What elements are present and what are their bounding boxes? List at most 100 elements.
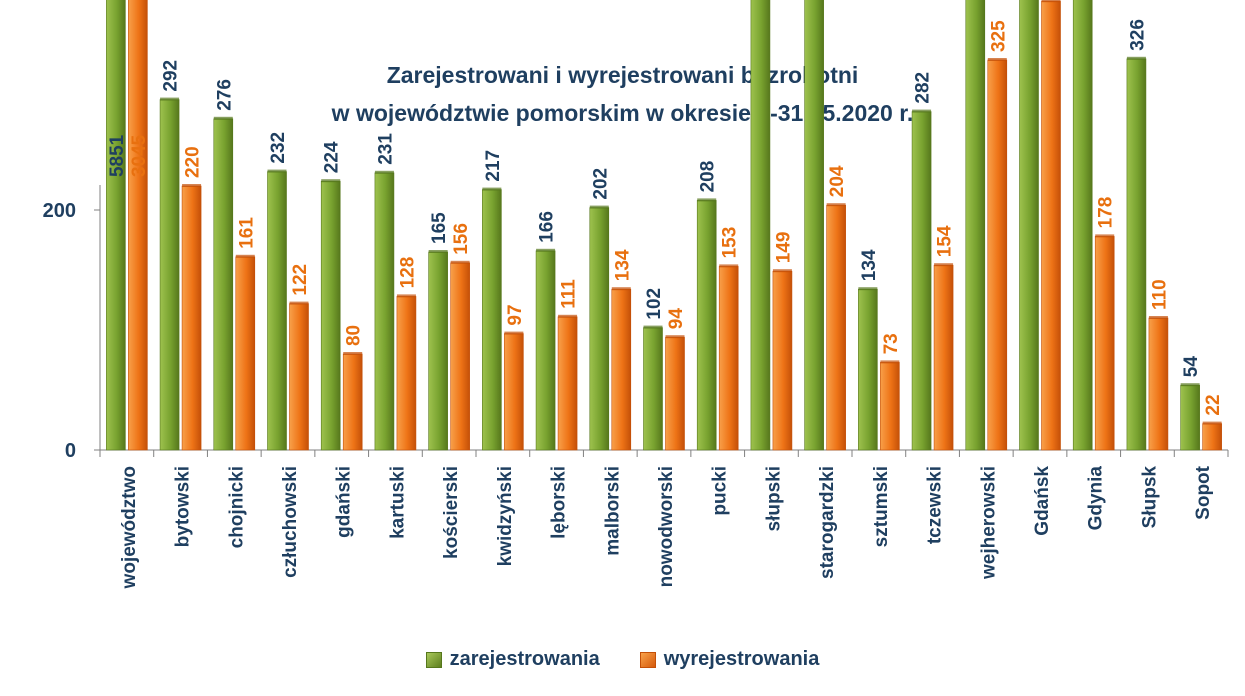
value-label-registered: 5851 (107, 134, 128, 177)
category-label: Słupsk (1139, 466, 1160, 529)
bar-deregistered-cap (289, 301, 309, 305)
value-label-deregistered: 3045 (129, 134, 150, 177)
bar-deregistered (826, 204, 846, 451)
value-label-deregistered: 122 (290, 264, 311, 296)
value-label-deregistered: 149 (773, 231, 794, 263)
value-label-deregistered: 94 (666, 308, 687, 330)
category-label: Gdynia (1086, 466, 1107, 531)
value-label-deregistered: 325 (988, 20, 1009, 52)
value-label-registered: 134 (859, 249, 880, 281)
legend: zarejestrowania wyrejestrowania (0, 648, 1245, 671)
bar-registered-cap (1126, 56, 1146, 60)
bar-deregistered (450, 262, 470, 451)
bar-deregistered-cap (719, 264, 739, 268)
value-label-registered: 202 (590, 168, 611, 200)
bar-registered (1126, 58, 1147, 451)
value-label-deregistered: 110 (1149, 279, 1170, 310)
bar-deregistered (987, 59, 1008, 451)
value-label-deregistered: 97 (505, 304, 526, 325)
legend-label-deregistered: wyrejestrowania (663, 648, 820, 670)
value-label-deregistered: 178 (1096, 197, 1117, 229)
category-label: Sopot (1193, 465, 1214, 519)
bar-deregistered (1041, 0, 1061, 451)
category-label: chojnicki (226, 466, 247, 548)
bar-deregistered-cap (772, 269, 792, 273)
category-label: sztumski (871, 466, 892, 547)
bar-deregistered (665, 336, 685, 451)
bar-deregistered-cap (558, 314, 578, 318)
category-label: starogardzki (817, 466, 838, 579)
bar-deregistered-cap (235, 254, 255, 258)
bar-deregistered (1148, 317, 1169, 451)
value-label-deregistered: 134 (612, 249, 633, 281)
bar-registered (589, 207, 610, 451)
bar-deregistered-cap (504, 331, 524, 335)
bar-deregistered (1202, 423, 1222, 451)
value-label-deregistered: 22 (1203, 394, 1224, 415)
category-label: kościerski (441, 466, 462, 559)
bar-registered (804, 0, 824, 451)
bar-registered (696, 200, 717, 451)
value-label-registered: 165 (429, 212, 450, 244)
bar-deregistered (611, 288, 632, 451)
legend-label-registered: zarejestrowania (449, 648, 600, 670)
bar-registered-cap (321, 179, 341, 183)
bar-registered (213, 118, 234, 451)
bar-deregistered-cap (343, 352, 363, 355)
category-label: kwidzyński (495, 466, 516, 566)
value-label-registered: 276 (214, 79, 235, 111)
value-label-deregistered: 156 (451, 223, 472, 255)
bar-deregistered (342, 353, 363, 451)
category-label: wejherowski (978, 466, 999, 580)
value-label-deregistered: 220 (183, 146, 204, 178)
bar-registered (965, 0, 986, 451)
legend-swatch-deregistered (639, 651, 656, 668)
category-label: słupski (763, 466, 784, 531)
legend-item-deregistered: wyrejestrowania (639, 648, 820, 671)
category-label: gdański (334, 466, 355, 538)
bar-registered-cap (267, 169, 287, 173)
bar-deregistered-cap (1041, 0, 1061, 3)
bar-deregistered-cap (396, 294, 416, 298)
bar-deregistered (718, 266, 739, 451)
bar-registered (106, 0, 126, 451)
category-label: kartuski (387, 466, 408, 539)
category-label: tczewski (925, 466, 946, 544)
value-label-deregistered: 80 (344, 325, 365, 346)
value-label-registered: 166 (537, 211, 558, 243)
value-label-registered: 232 (268, 132, 289, 164)
value-label-registered: 54 (1181, 356, 1202, 378)
bar-deregistered-cap (880, 360, 900, 364)
category-label: pucki (710, 466, 731, 516)
bar-registered-cap (912, 109, 932, 113)
bar-deregistered (235, 256, 256, 451)
bar-registered (1019, 0, 1039, 451)
bar-registered (535, 250, 556, 451)
value-label-deregistered: 73 (881, 333, 902, 354)
bar-deregistered (772, 270, 793, 451)
value-label-deregistered: 128 (397, 257, 418, 289)
bar-registered-cap (428, 250, 448, 253)
bar-deregistered (128, 0, 148, 451)
bar-registered (320, 180, 341, 451)
value-label-registered: 231 (375, 133, 396, 165)
value-label-registered: 292 (161, 60, 182, 92)
bar-deregistered-cap (1095, 234, 1115, 238)
bar-registered (1180, 384, 1200, 451)
value-label-deregistered: 204 (827, 165, 848, 197)
bar-deregistered (880, 362, 900, 451)
bar-deregistered-cap (987, 58, 1007, 61)
bar-deregistered (1094, 236, 1115, 451)
category-label: Gdańsk (1032, 466, 1053, 536)
bar-registered-cap (482, 187, 502, 191)
value-label-registered: 282 (913, 72, 934, 104)
bar-registered-cap (213, 116, 233, 120)
bar-registered (374, 172, 395, 451)
bar-deregistered (181, 185, 202, 451)
value-label-registered: 224 (322, 141, 343, 173)
value-label-registered: 208 (698, 161, 719, 193)
bar-registered (911, 111, 932, 451)
value-label-registered: 217 (483, 150, 504, 182)
value-label-deregistered: 154 (935, 225, 956, 257)
bar-deregistered-cap (450, 260, 470, 264)
